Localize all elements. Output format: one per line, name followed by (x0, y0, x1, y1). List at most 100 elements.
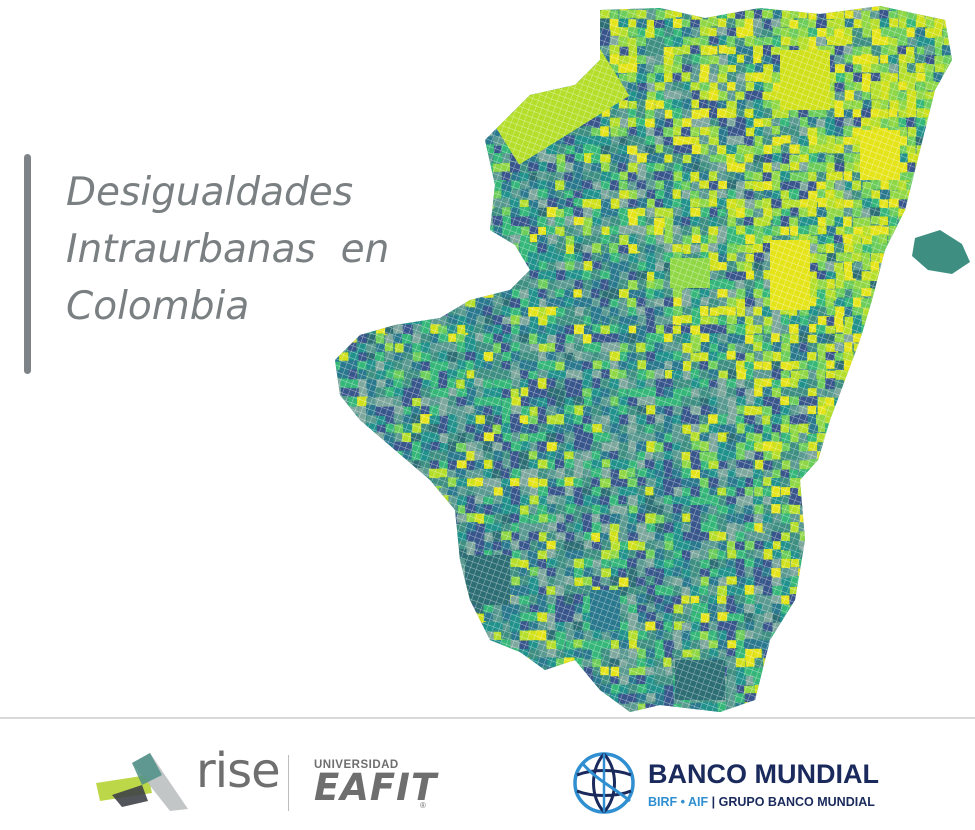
map-block (456, 27, 465, 38)
map-block (897, 333, 910, 343)
map-block (439, 108, 449, 121)
map-block (961, 109, 973, 117)
map-block (457, 55, 469, 65)
map-block (385, 45, 398, 55)
map-block (411, 190, 421, 201)
map-block (474, 45, 484, 55)
map-block (447, 585, 459, 594)
map-block (430, 280, 441, 290)
map-block (376, 495, 385, 508)
map-block (384, 459, 395, 470)
map-block (970, 100, 975, 109)
map-block (843, 568, 855, 579)
map-block (870, 433, 880, 443)
map-block (492, 64, 504, 73)
map-block (475, 109, 485, 121)
map-block (915, 595, 927, 604)
map-block (456, 144, 469, 156)
map-block (888, 423, 897, 435)
map-block (888, 387, 901, 400)
map-block (925, 496, 938, 509)
map-block (465, 145, 476, 157)
map-block (429, 595, 442, 605)
map-block (439, 261, 451, 273)
map-block (448, 37, 460, 49)
map-block (465, 171, 476, 181)
map-block (906, 279, 917, 288)
map-block (430, 298, 440, 309)
map-block (970, 541, 975, 550)
map-block (402, 109, 412, 121)
map-block (880, 315, 890, 325)
map-block (925, 370, 937, 383)
map-block (367, 144, 378, 155)
map-block (411, 514, 420, 527)
map-block (421, 280, 433, 290)
map-block (943, 10, 952, 23)
map-block (807, 595, 817, 607)
map-block (349, 477, 360, 486)
map-block (871, 306, 883, 316)
map-block (430, 505, 441, 515)
map-block (420, 252, 431, 264)
map-block (340, 10, 351, 21)
map-block (906, 478, 916, 491)
map-block (591, 28, 601, 38)
map-block (906, 414, 916, 426)
map-block (393, 568, 403, 579)
map-block (953, 181, 962, 190)
map-block (817, 595, 828, 604)
map-block (880, 486, 892, 496)
map-block (925, 586, 937, 596)
map-block (394, 603, 405, 613)
map-block (358, 55, 369, 64)
map-block (961, 28, 971, 38)
map-block (420, 244, 429, 255)
map-block (375, 504, 386, 516)
map-block (970, 164, 975, 174)
map-block (348, 513, 358, 523)
map-block (402, 540, 411, 552)
map-block (529, 37, 542, 48)
map-block (474, 6, 485, 13)
map-block (438, 90, 447, 101)
map-block (457, 154, 469, 163)
map-block (942, 298, 952, 310)
map-block (411, 271, 421, 283)
map-block (915, 207, 924, 219)
map-block (961, 235, 972, 246)
map-block (942, 307, 952, 320)
map-block (942, 405, 952, 416)
map-block (970, 478, 975, 489)
map-block (844, 460, 855, 471)
map-block (934, 495, 943, 504)
map-block (888, 505, 898, 517)
map-block (466, 37, 478, 47)
map-block (844, 388, 855, 400)
map-block (376, 145, 389, 157)
map-block (447, 522, 457, 532)
map-block (879, 469, 890, 480)
map-block (898, 451, 908, 461)
map-block (835, 487, 845, 499)
map-block (339, 406, 352, 415)
map-block (871, 459, 884, 470)
map-block (375, 585, 386, 598)
map-block (439, 298, 451, 309)
map-block (852, 460, 865, 470)
map-block (366, 559, 376, 569)
map-block (529, 63, 540, 74)
map-block (933, 415, 943, 428)
map-block (961, 423, 972, 434)
map-block (430, 144, 440, 153)
map-block (394, 73, 405, 82)
map-block (808, 540, 820, 551)
map-block (394, 585, 406, 595)
map-block (565, 36, 577, 49)
map-block (492, 279, 501, 289)
map-block (952, 343, 961, 352)
map-block (335, 424, 340, 436)
map-block (412, 280, 422, 291)
map-block (366, 505, 377, 514)
map-block (817, 460, 826, 470)
